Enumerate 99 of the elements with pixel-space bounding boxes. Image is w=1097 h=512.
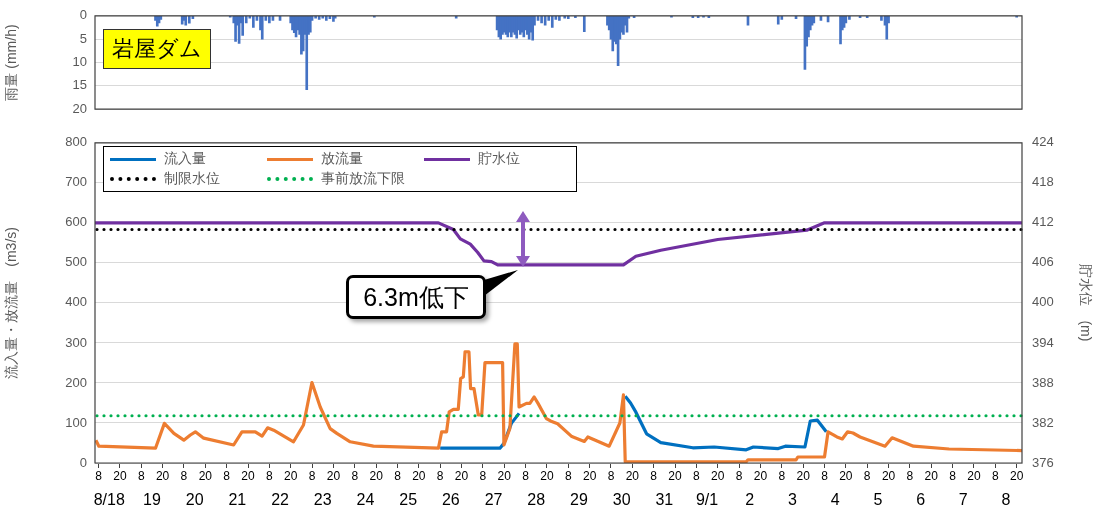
x-tick-label: 20 <box>967 468 981 483</box>
y2-tick-label: 406 <box>1032 254 1054 270</box>
x-tick-label: 20 <box>796 468 811 483</box>
x2-tick-label: 21 <box>228 491 247 509</box>
y-tick-label: 500 <box>65 254 87 270</box>
y-tick-label: 200 <box>65 374 87 390</box>
legend-label: 貯水位 <box>478 150 520 168</box>
y-tick-label: 15 <box>72 77 87 93</box>
x2-tick-label: 4 <box>830 491 840 509</box>
x-tick-label: 20 <box>369 468 384 483</box>
x-tick-label: 20 <box>839 468 853 483</box>
x-tick-label: 20 <box>155 468 170 483</box>
x2-tick-label: 7 <box>958 491 968 509</box>
y2-tick-label: 388 <box>1032 374 1054 390</box>
x-tick-label: 20 <box>241 468 256 483</box>
x2-tick-label: 19 <box>143 491 161 509</box>
x-tick-label: 20 <box>924 468 939 483</box>
x2-tick-label: 22 <box>271 491 290 509</box>
x-tick-label: 20 <box>113 468 127 483</box>
x2-tick-label: 20 <box>185 491 204 509</box>
x-tick-label: 8 <box>351 468 359 483</box>
y2-axis-title: 貯水位 (m) <box>1077 264 1094 342</box>
x-tick-label: 8 <box>607 468 615 483</box>
x-tick-label: 8 <box>650 468 658 483</box>
x2-tick-label: 24 <box>356 491 375 509</box>
x-tick-label: 20 <box>198 468 213 483</box>
x2-tick-label: 26 <box>441 491 460 509</box>
y-tick-label: 700 <box>65 174 87 190</box>
x-tick-label: 8 <box>266 468 274 483</box>
x-tick-label: 8 <box>180 468 188 483</box>
x-tick-label: 20 <box>454 468 469 483</box>
x2-tick-label: 9/1 <box>695 491 719 509</box>
y2-tick-label: 382 <box>1032 414 1054 430</box>
x-tick-label: 8 <box>735 468 743 483</box>
x2-tick-label: 2 <box>745 491 755 509</box>
y-tick-label: 100 <box>65 414 87 430</box>
x2-tick-label: 23 <box>313 491 332 509</box>
legend-label: 放流量 <box>321 150 363 168</box>
x-tick-label: 8 <box>95 468 103 483</box>
x2-tick-label: 25 <box>399 491 418 509</box>
legend-label: 事前放流下限 <box>321 170 405 188</box>
annotation: 6.3m低下 <box>346 275 486 319</box>
y2-tick-label: 412 <box>1032 214 1054 230</box>
y2-tick-label: 394 <box>1032 334 1054 350</box>
y-axis-title: 流入量・放流量 (m3/s) <box>3 227 20 379</box>
y-tick-label: 5 <box>79 30 87 46</box>
y-tick-label: 600 <box>65 214 87 230</box>
x-tick-label: 20 <box>540 468 554 483</box>
x-tick-label: 8 <box>308 468 316 483</box>
x2-tick-label: 8 <box>1001 491 1011 509</box>
x-tick-label: 20 <box>412 468 426 483</box>
x-tick-label: 8 <box>906 468 914 483</box>
x-tick-label: 8 <box>949 468 957 483</box>
y-tick-label: 300 <box>65 334 87 350</box>
x-tick-label: 8 <box>436 468 444 483</box>
y2-tick-label: 418 <box>1032 174 1054 190</box>
y-tick-label: 0 <box>79 454 87 470</box>
x-tick-label: 20 <box>668 468 683 483</box>
x-tick-label: 8 <box>778 468 786 483</box>
x2-tick-label: 5 <box>873 491 883 509</box>
x-tick-label: 8 <box>564 468 572 483</box>
x2-tick-label: 27 <box>484 491 503 509</box>
x-tick-label: 8 <box>479 468 487 483</box>
y-tick-label: 800 <box>65 134 87 150</box>
y-axis-title: 雨量 (mm/h) <box>3 24 20 101</box>
x-tick-label: 20 <box>625 468 640 483</box>
x-tick-label: 20 <box>1009 468 1024 483</box>
text: 岩屋ダム <box>103 29 211 69</box>
x-tick-label: 8 <box>137 468 145 483</box>
x2-tick-label: 8/18 <box>93 491 125 509</box>
x-tick-label: 8 <box>394 468 402 483</box>
x2-tick-label: 29 <box>570 491 588 509</box>
y2-tick-label: 400 <box>1032 294 1054 310</box>
x2-tick-label: 6 <box>916 491 926 509</box>
x-tick-label: 20 <box>497 468 512 483</box>
x-tick-label: 8 <box>693 468 701 483</box>
x-tick-label: 8 <box>863 468 871 483</box>
x-tick-label: 20 <box>753 468 768 483</box>
x2-tick-label: 31 <box>655 491 674 509</box>
x-tick-label: 20 <box>711 468 725 483</box>
y2-tick-label: 424 <box>1032 134 1054 150</box>
x-tick-label: 20 <box>284 468 298 483</box>
x-tick-label: 20 <box>881 468 896 483</box>
x2-tick-label: 30 <box>612 491 631 509</box>
x-tick-label: 20 <box>582 468 597 483</box>
x-tick-label: 20 <box>326 468 341 483</box>
x-tick-label: 8 <box>522 468 530 483</box>
x-tick-label: 8 <box>991 468 999 483</box>
x2-tick-label: 28 <box>527 491 546 509</box>
y2-tick-label: 376 <box>1032 454 1054 470</box>
x-tick-label: 8 <box>223 468 231 483</box>
y-tick-label: 10 <box>72 54 87 70</box>
x2-tick-label: 3 <box>788 491 798 509</box>
legend-label: 制限水位 <box>164 170 220 188</box>
legend-label: 流入量 <box>164 150 206 168</box>
x-tick-label: 8 <box>821 468 829 483</box>
y-tick-label: 20 <box>72 100 87 116</box>
y-tick-label: 0 <box>79 7 87 23</box>
y-tick-label: 400 <box>65 294 87 310</box>
